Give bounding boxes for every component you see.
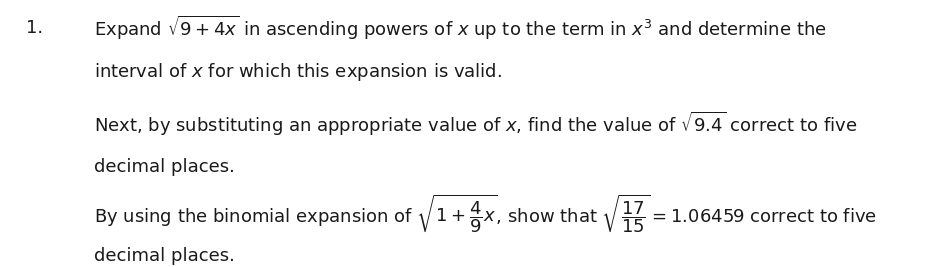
Text: 1.: 1. [26, 19, 43, 37]
Text: By using the binomial expansion of $\sqrt{1+\dfrac{4}{9}x}$, show that $\sqrt{\d: By using the binomial expansion of $\sqr… [94, 192, 877, 235]
Text: decimal places.: decimal places. [94, 247, 235, 265]
Text: Next, by substituting an appropriate value of $x$, find the value of $\sqrt{9.4}: Next, by substituting an appropriate val… [94, 110, 857, 138]
Text: interval of $x$ for which this expansion is valid.: interval of $x$ for which this expansion… [94, 61, 503, 83]
Text: decimal places.: decimal places. [94, 158, 235, 176]
Text: Expand $\sqrt{9+4x}$ in ascending powers of $x$ up to the term in $x^3$ and dete: Expand $\sqrt{9+4x}$ in ascending powers… [94, 14, 827, 42]
